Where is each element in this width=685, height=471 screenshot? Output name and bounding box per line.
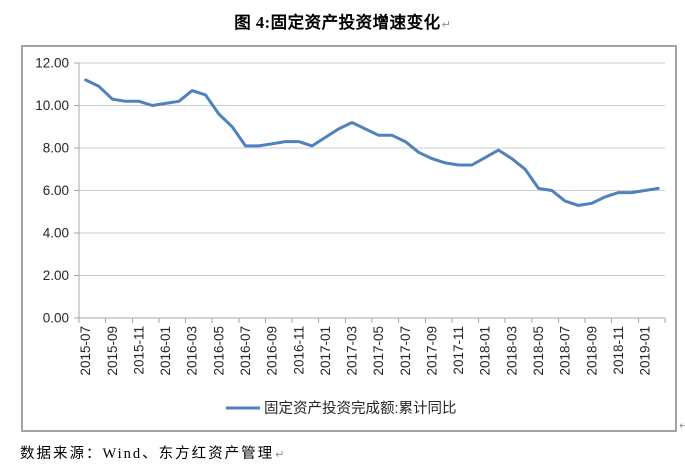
paragraph-mark-icon: ↵ <box>441 19 451 31</box>
chart-canvas: 0.00 2.00 4.00 6.00 8.00 10.00 12.00 2015-07 201… <box>35 56 666 417</box>
x-tick-label: 2016-09 <box>265 326 280 376</box>
y-tick-label: 10.00 <box>35 98 69 113</box>
x-tick-label: 2018-01 <box>478 326 493 376</box>
figure-caption-text: 图 4:固定资产投资增速变化 <box>234 13 441 32</box>
x-tick-label: 2018-03 <box>504 326 519 376</box>
y-tick-label: 12.00 <box>35 56 69 71</box>
y-tick-label: 2.00 <box>43 268 69 283</box>
paragraph-mark-icon: ↵ <box>679 420 685 432</box>
x-tick-label: 2016-03 <box>185 326 200 376</box>
x-tick-label: 2016-01 <box>158 326 173 376</box>
series-line <box>84 78 660 207</box>
x-tick-label: 2017-03 <box>345 326 360 376</box>
legend-label: 固定资产投资完成额:累计同比 <box>264 400 457 417</box>
x-tick-label: 2018-09 <box>584 326 599 376</box>
x-tick-label: 2017-09 <box>424 326 439 376</box>
data-source-note: 数据来源：Wind、东方红资产管理↵ <box>20 442 284 463</box>
y-tick-label: 4.00 <box>43 226 69 241</box>
x-tick-label: 2016-05 <box>211 326 226 376</box>
x-tick-label: 2016-07 <box>238 326 253 376</box>
data-source-text: 数据来源：Wind、东方红资产管理 <box>20 446 275 462</box>
x-tick-label: 2018-11 <box>611 326 626 375</box>
chart-frame: 0.00 2.00 4.00 6.00 8.00 10.00 12.00 2015-07 201… <box>21 45 677 432</box>
x-tick-label: 2018-07 <box>558 326 573 376</box>
x-tick-label: 2018-05 <box>531 326 546 376</box>
x-tick-label: 2016-11 <box>291 326 306 375</box>
figure-caption: 图 4:固定资产投资增速变化↵ <box>0 9 685 33</box>
y-tick-label: 6.00 <box>43 183 69 198</box>
paragraph-mark-icon: ↵ <box>275 449 285 461</box>
x-tick-label: 2015-11 <box>131 326 146 375</box>
y-tick-label: 8.00 <box>43 141 69 156</box>
x-tick-label: 2017-11 <box>451 326 466 375</box>
x-tick-label: 2015-07 <box>78 326 93 376</box>
x-tick-label: 2015-09 <box>105 326 120 376</box>
x-tick-label: 2017-05 <box>371 326 386 376</box>
y-tick-label: 0.00 <box>43 311 69 326</box>
x-tick-label: 2019-01 <box>638 326 653 376</box>
x-tick-label: 2017-01 <box>318 326 333 376</box>
x-tick-label: 2017-07 <box>398 326 413 376</box>
